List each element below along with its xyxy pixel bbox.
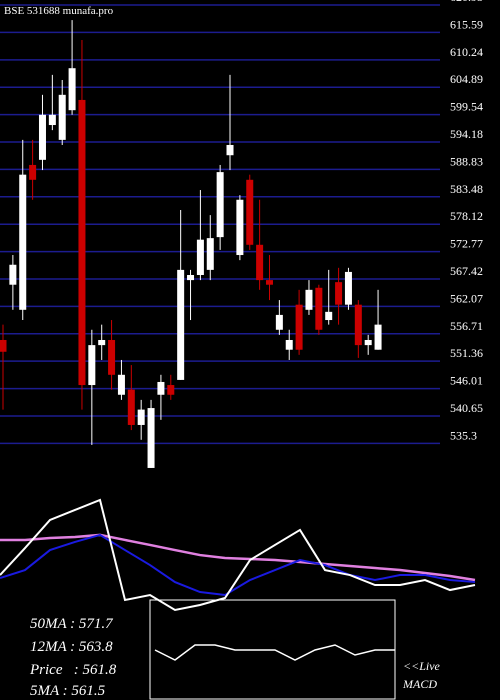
- candle-body: [9, 264, 17, 285]
- candle-body: [177, 269, 185, 380]
- y-tick-label: 546.01: [450, 374, 483, 388]
- candle-body: [335, 282, 343, 305]
- candle-body: [108, 339, 116, 375]
- y-tick-label: 562.07: [450, 291, 483, 305]
- candle-body: [256, 244, 264, 281]
- candle-body: [48, 114, 56, 126]
- candle-body: [206, 238, 214, 270]
- y-tick-label: 599.54: [450, 100, 483, 114]
- candle-body: [78, 99, 86, 386]
- candle-body: [88, 345, 96, 386]
- candle-body: [315, 287, 323, 330]
- candle-body: [137, 409, 145, 425]
- candle-body: [68, 68, 76, 111]
- candle-body: [187, 274, 195, 281]
- y-tick-label: 588.83: [450, 154, 483, 168]
- legend-entry: 50MA : 571.7: [30, 616, 114, 632]
- candle-body: [236, 199, 244, 256]
- candle-body: [167, 385, 175, 395]
- y-tick-label: 594.18: [450, 127, 483, 141]
- candle-body: [325, 311, 333, 321]
- macd-line: [154, 644, 395, 661]
- candle-body: [147, 408, 155, 468]
- candle-body: [38, 114, 46, 160]
- candle-body: [58, 94, 66, 140]
- y-tick-label: 551.36: [450, 346, 483, 360]
- candle-body: [196, 239, 204, 275]
- legend-entry: Price : 561.8: [29, 662, 117, 678]
- y-tick-label: 615.59: [450, 17, 483, 31]
- live-label: <<Live: [403, 659, 441, 673]
- y-tick-label: 535.3: [450, 428, 477, 442]
- candle-body: [275, 314, 283, 330]
- legend-entry: 5MA : 561.5: [30, 683, 106, 699]
- y-tick-label: 620.95: [450, 0, 483, 4]
- candle-body: [374, 324, 382, 350]
- y-tick-label: 583.48: [450, 182, 483, 196]
- candle-body: [344, 271, 352, 305]
- candle-body: [117, 374, 125, 395]
- y-tick-label: 604.89: [450, 72, 483, 86]
- candle-body: [0, 339, 7, 352]
- indicator-line: [0, 498, 476, 612]
- candle-body: [295, 304, 303, 350]
- chart-title: BSE 531688 munafa.pro: [4, 5, 114, 17]
- candle-body: [29, 164, 37, 180]
- macd-label: MACD: [402, 677, 437, 691]
- candle-body: [98, 339, 106, 346]
- y-tick-label: 540.65: [450, 401, 483, 415]
- candle-body: [265, 280, 273, 285]
- candle-body: [354, 304, 362, 346]
- y-tick-label: 567.42: [450, 264, 483, 278]
- candle-body: [285, 339, 293, 350]
- candle-body: [19, 174, 27, 310]
- y-tick-label: 610.24: [450, 45, 483, 59]
- y-tick-label: 578.12: [450, 209, 483, 223]
- indicator-line: [0, 533, 476, 582]
- y-tick-label: 556.71: [450, 319, 483, 333]
- candle-body: [157, 381, 165, 395]
- legend-entry: 12MA : 563.8: [30, 639, 113, 655]
- indicator-line: [0, 533, 476, 597]
- candle-body: [305, 289, 313, 310]
- candle-body: [246, 179, 254, 245]
- y-tick-label: 572.77: [450, 237, 483, 251]
- candle-body: [127, 389, 135, 425]
- candle-body: [226, 144, 234, 156]
- candle-body: [364, 339, 372, 346]
- candle-body: [216, 172, 224, 238]
